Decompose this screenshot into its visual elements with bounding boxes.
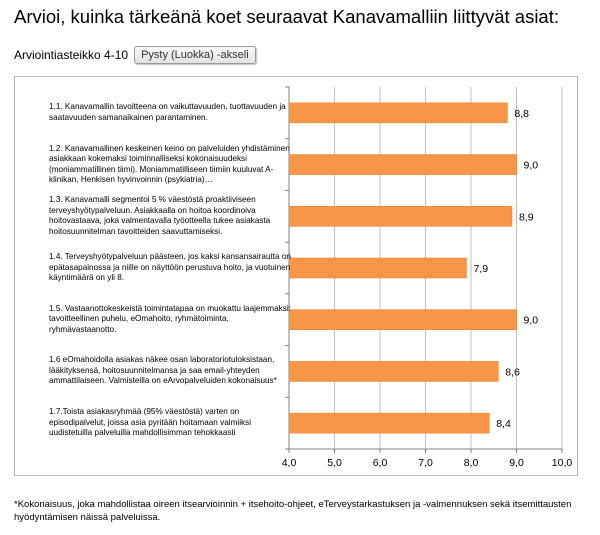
vertical-category-axis-button[interactable]: Pysty (Luokka) -akseli bbox=[134, 46, 256, 64]
footnote: *Kokonaisuus, joka mahdollistaa oireen i… bbox=[14, 499, 572, 523]
bar bbox=[288, 361, 499, 382]
x-tick-label: 5,0 bbox=[327, 457, 342, 469]
subtitle-row: Arviointiasteikko 4-10 Pysty (Luokka) -a… bbox=[14, 45, 256, 65]
category-label: 1.7.Toista asiakasryhmää (95% väestöstä)… bbox=[49, 407, 252, 438]
data-label: 9,0 bbox=[524, 315, 539, 327]
category-label: 1.6 eOmahoidolla asiakas näkee osan labo… bbox=[49, 355, 277, 386]
bar bbox=[288, 102, 508, 124]
category-label: 1.5. Vastaanottokeskeistä toimintatapaa … bbox=[49, 303, 291, 334]
data-label: 8,8 bbox=[514, 108, 529, 120]
bar-chart: 4,0 5,0 6,0 7,0 8,0 9,0 10,0 8,8 9,0 8,9 7,9 9,0 8,6… bbox=[282, 86, 573, 469]
chart-subtitle: Arviointiasteikko 4-10 bbox=[14, 48, 129, 62]
x-tick-label: 10,0 bbox=[552, 457, 573, 469]
x-tick-label: 9,0 bbox=[509, 457, 524, 469]
data-label: 9,0 bbox=[524, 160, 539, 172]
category-label: 1.3. Kanavamalli segmentoi 5 % väestöstä… bbox=[49, 195, 271, 236]
x-tick-label: 8,0 bbox=[464, 457, 479, 469]
bar bbox=[288, 309, 517, 330]
bar bbox=[288, 412, 490, 434]
data-label: 8,4 bbox=[496, 418, 511, 430]
data-label: 7,9 bbox=[473, 263, 488, 275]
bar bbox=[288, 206, 513, 227]
x-tick-label: 7,0 bbox=[418, 457, 433, 469]
chart-title: Arvioi, kuinka tärkeänä koet seuraavat K… bbox=[14, 6, 559, 27]
x-tick-label: 6,0 bbox=[373, 457, 388, 469]
data-label: 8,9 bbox=[519, 211, 534, 223]
bar bbox=[288, 154, 517, 175]
category-label: 1.4. Terveyshyötypalveluun päästeen, jos… bbox=[49, 252, 291, 282]
chart-area: 4,0 5,0 6,0 7,0 8,0 9,0 10,0 8,8 9,0 8,9 7,9 9,0 8,6… bbox=[14, 76, 578, 476]
x-tick-label: 4,0 bbox=[282, 457, 297, 469]
category-label: 1.1. Kanavamallin tavoitteena on vaikutt… bbox=[49, 102, 286, 122]
bar bbox=[288, 257, 467, 279]
category-label: 1.2. Kanavamallinen keskeinen keino on p… bbox=[49, 143, 290, 185]
data-label: 8,6 bbox=[505, 366, 520, 378]
